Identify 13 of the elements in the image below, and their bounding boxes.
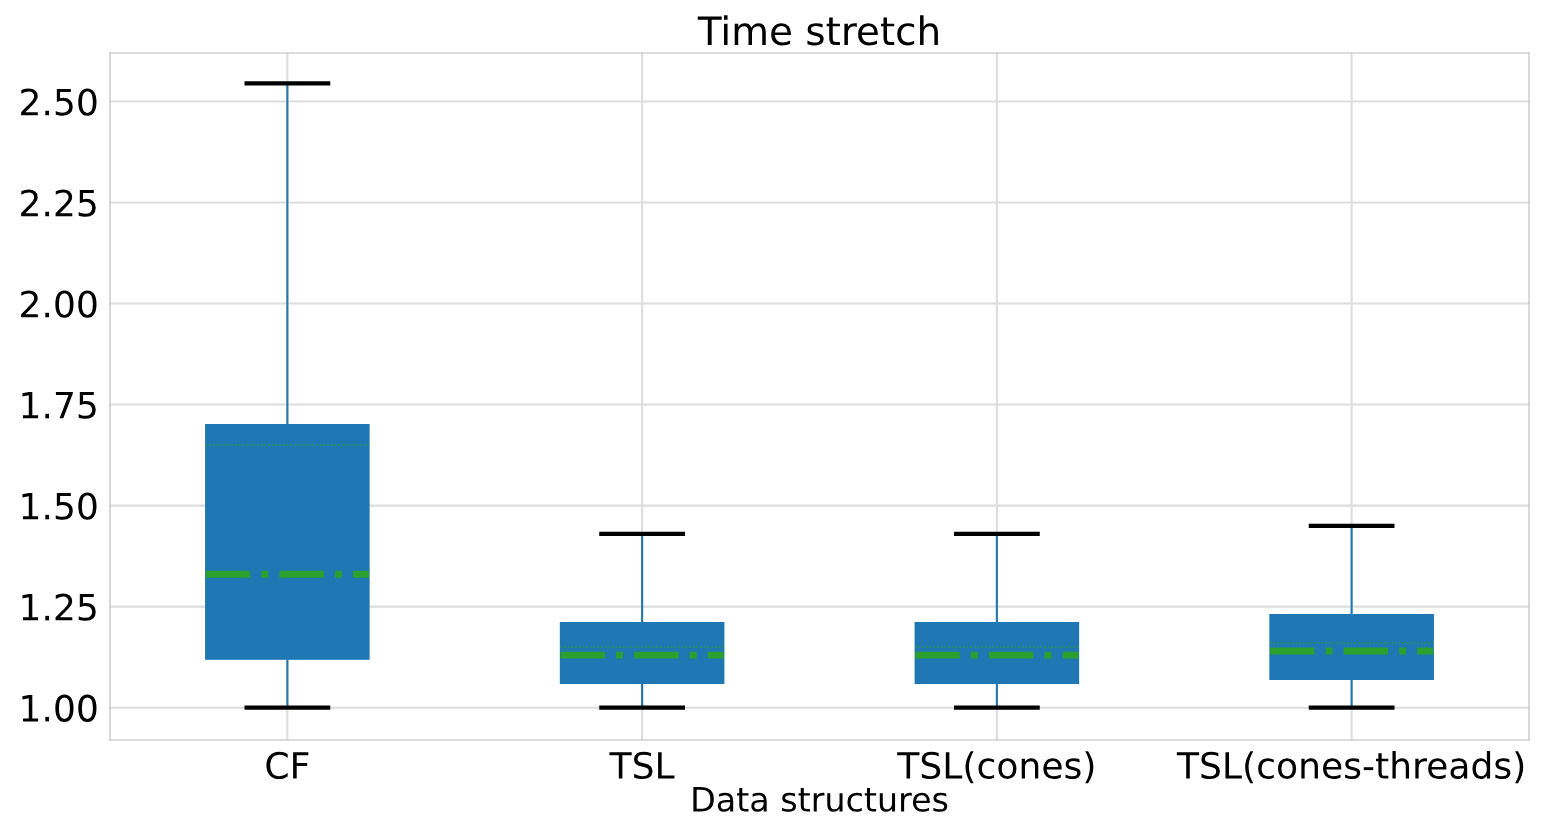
y-tick-label: 1.00 [22, 694, 97, 722]
y-tick-label: 2.50 [21, 88, 97, 116]
x-tick-label: TSL(cones-threads) [1176, 751, 1524, 784]
y-tick-label: 2.25 [21, 189, 96, 217]
x-tick-label: TSL [609, 751, 675, 780]
y-tick-label: 1.75 [22, 391, 96, 419]
y-tick-label: 1.25 [22, 593, 96, 621]
chart-title: Time stretch [697, 15, 938, 46]
y-tick-label: 2.00 [21, 290, 97, 318]
x-tick-label: TSL(cones) [897, 751, 1094, 784]
x-tick-label: CF [266, 751, 309, 780]
x-axis-title: Data structures [693, 787, 948, 812]
y-tick-label: 1.50 [22, 492, 97, 520]
